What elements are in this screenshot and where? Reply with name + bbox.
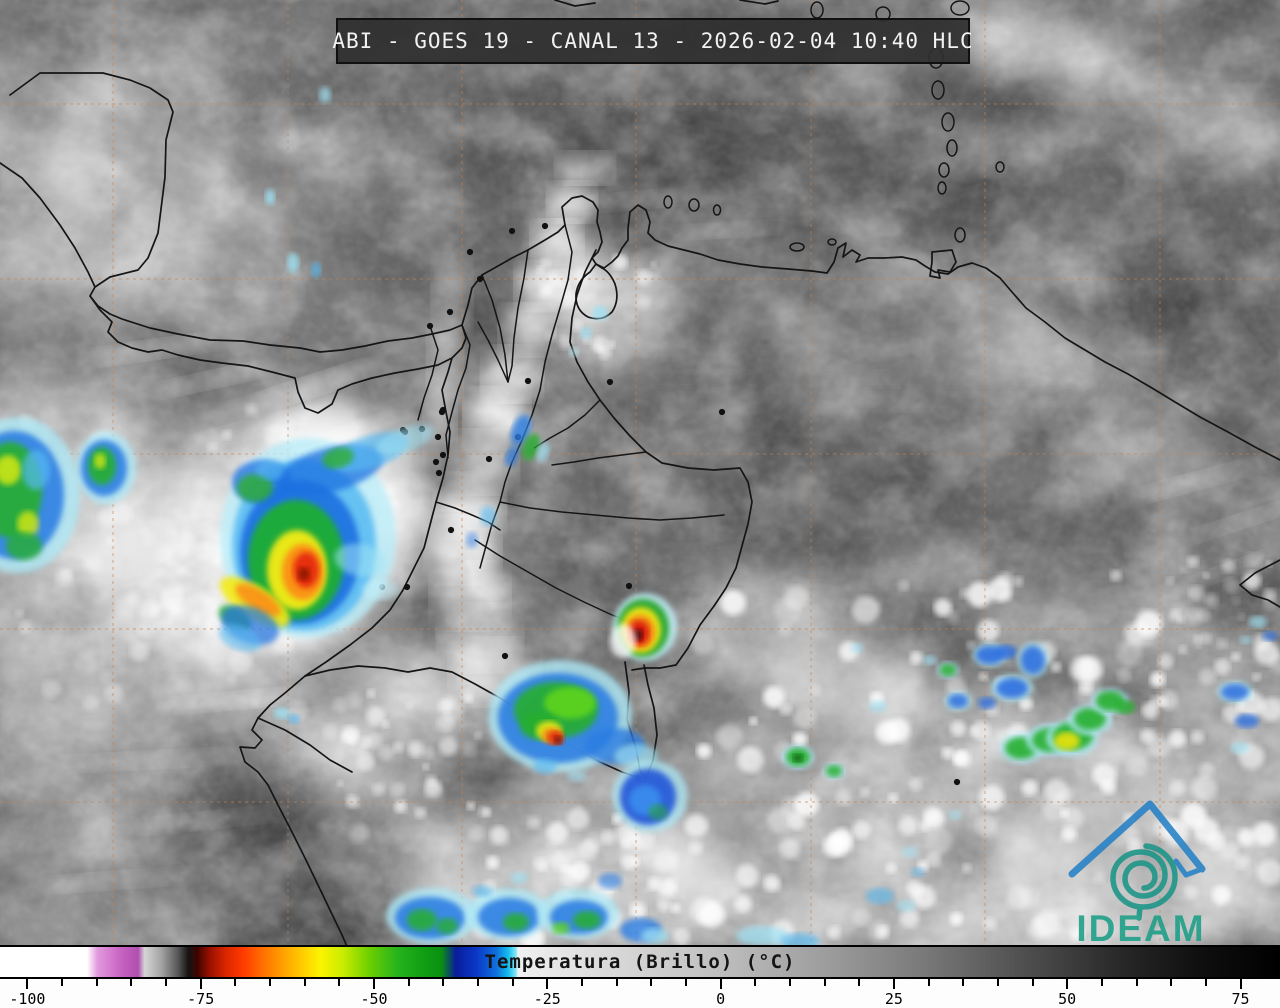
tick-label: 0 xyxy=(716,990,726,1008)
colorbar-tick xyxy=(442,979,445,986)
colorbar-tick xyxy=(1135,979,1138,986)
colorbar-tick xyxy=(788,979,791,986)
colorbar-tick xyxy=(684,979,687,986)
colorbar-tick xyxy=(199,979,202,989)
island-fragment-top-1 xyxy=(554,0,596,7)
tick-label: -100 xyxy=(9,990,46,1008)
colorbar-label: Temperatura (Brillo) (°C) xyxy=(484,951,796,973)
colorbar-tick xyxy=(581,979,583,986)
temperature-colorbar: Temperatura (Brillo) (°C) xyxy=(0,945,1280,979)
coastline-central-america-caribbean xyxy=(9,72,463,353)
colorbar-tick xyxy=(1170,979,1173,986)
title-text: ABI - GOES 19 - CANAL 13 - 2026-02-04 10… xyxy=(332,29,974,53)
tick-label: 25 xyxy=(884,990,903,1008)
colorbar-tick xyxy=(719,979,722,989)
department-borders xyxy=(417,224,725,626)
colorbar-tick xyxy=(546,979,549,989)
colorbar-tick xyxy=(1204,979,1207,986)
colorbar-tick xyxy=(650,979,653,986)
colorbar-tick xyxy=(477,979,479,986)
colorbar-tick xyxy=(338,979,341,986)
colorbar-tick xyxy=(858,979,861,986)
coastline-colombia-venezuela-caribbean xyxy=(461,195,1280,461)
colorbar-tick xyxy=(303,979,306,986)
caribbean-islands xyxy=(663,0,1005,252)
colorbar-tick xyxy=(996,979,999,986)
colorbar-tick xyxy=(1066,979,1069,989)
colorbar-tick xyxy=(892,979,895,989)
ideam-logo: IDEAM xyxy=(1068,800,1206,949)
colorbar-tick xyxy=(927,979,930,986)
colorbar-tick xyxy=(165,979,167,986)
coastline-central-america-pacific xyxy=(0,162,96,288)
colorbar-tick xyxy=(1031,979,1034,986)
colorbar-tick xyxy=(26,979,29,989)
colorbar-tick xyxy=(1239,979,1242,989)
tick-label: -25 xyxy=(533,990,561,1008)
colorbar-tick xyxy=(269,979,271,986)
border-ecuador-peru xyxy=(257,717,353,773)
tick-label: -50 xyxy=(360,990,388,1008)
colorbar-tick xyxy=(373,979,375,989)
colorbar-tick xyxy=(407,979,410,986)
coastline-panama-pacific xyxy=(89,295,467,414)
tick-label: 50 xyxy=(1058,990,1077,1008)
colorbar-tick xyxy=(754,979,757,986)
logo-mountain-icon xyxy=(1068,800,1206,878)
tick-label: 75 xyxy=(1231,990,1250,1008)
convection-overlay xyxy=(0,87,1278,949)
tick-label: -75 xyxy=(187,990,215,1008)
logo-cyclone-spiral-icon xyxy=(1110,843,1178,921)
colorbar-tick xyxy=(962,979,965,986)
colorbar-tick xyxy=(1100,979,1103,986)
colorbar-tick xyxy=(95,979,98,986)
colorbar-tick-strip: -100 -75 -50 -25 0 25 50 75 xyxy=(0,979,1280,1008)
island-trinidad xyxy=(929,249,957,279)
coastline-guyana-fragment xyxy=(1239,559,1280,608)
popcorn-cloud-layer xyxy=(3,254,1280,951)
country-borders xyxy=(0,0,1280,959)
colorbar-tick xyxy=(511,979,514,986)
coastline-colombia-pacific xyxy=(239,357,453,959)
island-fragment-top-2 xyxy=(739,0,779,5)
colorbar-tick xyxy=(234,979,237,986)
colorbar-tick xyxy=(61,979,64,986)
colorbar-tick xyxy=(823,979,826,986)
logo-wordmark: IDEAM xyxy=(1076,908,1205,949)
colorbar-tick xyxy=(615,979,618,986)
border-colombia-venezuela xyxy=(569,249,753,607)
colorbar-tick xyxy=(130,979,133,986)
title-bar: ABI - GOES 19 - CANAL 13 - 2026-02-04 10… xyxy=(332,18,973,64)
